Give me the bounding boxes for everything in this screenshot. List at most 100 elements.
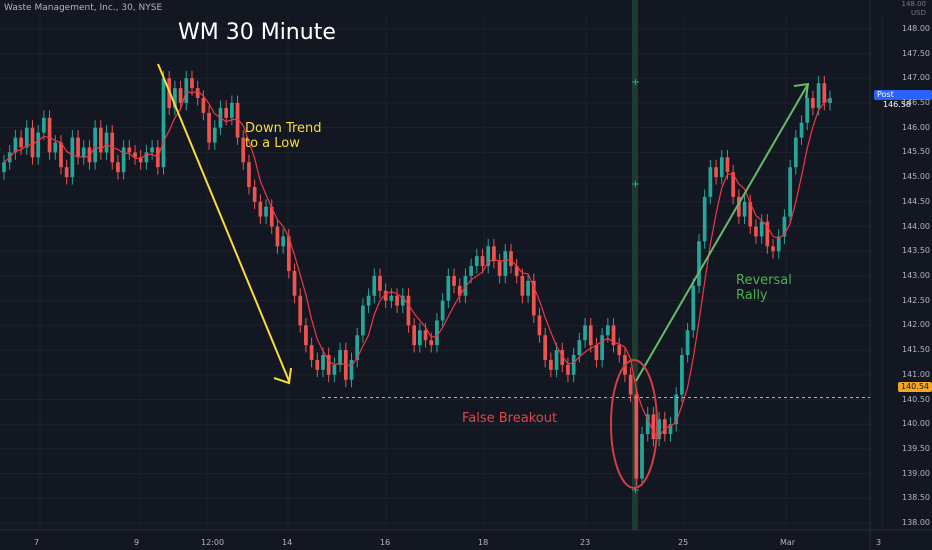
reversal-arrowhead bbox=[793, 82, 810, 99]
current-price-value: 146.58 bbox=[883, 100, 911, 109]
candle-body bbox=[759, 221, 764, 237]
candle-body bbox=[361, 305, 365, 336]
candle-body bbox=[788, 167, 792, 217]
price-tick-label: 146.00 bbox=[902, 122, 930, 132]
candle-body bbox=[389, 295, 394, 301]
candle-body bbox=[42, 117, 46, 133]
candle-body bbox=[121, 147, 126, 173]
price-tick-label: 147.50 bbox=[902, 48, 930, 58]
time-tick-label: Mar bbox=[780, 538, 796, 547]
candle-body bbox=[258, 201, 263, 217]
candle-body bbox=[30, 127, 35, 158]
candle-body bbox=[304, 325, 308, 346]
candle-body bbox=[98, 127, 103, 153]
candle-body bbox=[514, 266, 519, 276]
candle-body bbox=[828, 98, 832, 103]
candle-body bbox=[554, 350, 559, 370]
candle-body bbox=[150, 147, 154, 153]
candle-body bbox=[321, 355, 325, 370]
support-level-label: 140.54 bbox=[898, 382, 932, 392]
false-breakout-ellipse bbox=[610, 359, 658, 489]
candle-body bbox=[70, 137, 75, 178]
time-tick-label: 12:00 bbox=[201, 538, 225, 547]
candle-body bbox=[691, 285, 696, 331]
candle-body bbox=[651, 414, 656, 440]
candle-body bbox=[708, 167, 713, 197]
annotation-false-breakout: False Breakout bbox=[462, 411, 558, 426]
candle-body bbox=[492, 246, 496, 262]
time-tick-label: 23 bbox=[580, 538, 591, 547]
candle-body bbox=[178, 88, 183, 103]
candle-body bbox=[81, 147, 86, 158]
candle-body bbox=[417, 330, 422, 346]
candle-body bbox=[138, 157, 143, 163]
candle-body bbox=[406, 295, 411, 326]
annotation-reversal-line1: Reversal bbox=[736, 273, 792, 288]
candle-body bbox=[811, 98, 815, 108]
symbol-label: Waste Management, Inc., 30, NYSE bbox=[4, 3, 163, 13]
candle-body bbox=[480, 256, 485, 267]
time-tick-label: 25 bbox=[678, 538, 689, 547]
annotation-reversal-line2: Rally bbox=[736, 288, 768, 303]
candle-body bbox=[776, 236, 781, 252]
candle-body bbox=[235, 102, 240, 138]
price-tick-label: 145.00 bbox=[902, 172, 930, 182]
candle-body bbox=[628, 374, 633, 395]
candle-body bbox=[571, 355, 576, 375]
candle-body bbox=[378, 275, 382, 291]
current-price-tag-text: Post bbox=[877, 90, 894, 99]
candle-body bbox=[64, 167, 69, 178]
candle-body bbox=[19, 137, 23, 148]
candle-body bbox=[719, 157, 724, 178]
candle-body bbox=[697, 241, 701, 286]
candle-body bbox=[76, 137, 80, 158]
candle-body bbox=[366, 295, 371, 306]
candle-body bbox=[577, 340, 582, 356]
candle-body bbox=[822, 83, 827, 103]
candle-body bbox=[212, 127, 217, 143]
candle-body bbox=[275, 226, 280, 247]
axis-currency: USD bbox=[911, 9, 926, 17]
candle-body bbox=[714, 167, 718, 178]
candle-body bbox=[24, 127, 29, 148]
reversal-arrow bbox=[635, 83, 809, 382]
candle-body bbox=[657, 419, 661, 440]
candle-body bbox=[594, 345, 599, 360]
candle-body bbox=[645, 414, 650, 435]
candle-body bbox=[133, 152, 137, 158]
candle-body bbox=[617, 345, 622, 356]
candle-body bbox=[463, 275, 468, 296]
candle-body bbox=[292, 271, 297, 296]
candle-body bbox=[247, 162, 251, 187]
price-tick-label: 141.50 bbox=[902, 345, 930, 355]
candle-body bbox=[286, 236, 291, 271]
candle-body bbox=[298, 295, 303, 326]
price-tick-label: 140.50 bbox=[902, 394, 930, 404]
downtrend-arrowhead bbox=[273, 367, 292, 385]
candle-body bbox=[269, 206, 274, 227]
candle-body bbox=[674, 394, 679, 425]
candle-body bbox=[685, 330, 690, 356]
candle-body bbox=[765, 221, 770, 247]
candle-body bbox=[144, 152, 149, 163]
moving-average-line bbox=[3, 90, 831, 438]
candle-body bbox=[36, 132, 41, 158]
candle-body bbox=[281, 236, 285, 247]
candle-body bbox=[440, 300, 445, 321]
candle-body bbox=[116, 162, 120, 173]
candle-body bbox=[201, 98, 206, 113]
price-tick-label: 147.00 bbox=[902, 73, 930, 83]
candle-body bbox=[526, 280, 530, 296]
candle-body bbox=[161, 78, 166, 168]
candle-body bbox=[423, 330, 428, 341]
candle-body bbox=[338, 350, 342, 365]
candle-body bbox=[47, 117, 52, 153]
candle-body bbox=[754, 226, 758, 237]
candle-body bbox=[497, 261, 502, 276]
candle-body bbox=[349, 359, 354, 380]
candle-body bbox=[503, 251, 508, 276]
current-price-label: Post 146.58 bbox=[874, 90, 932, 109]
candle-body bbox=[737, 196, 741, 217]
